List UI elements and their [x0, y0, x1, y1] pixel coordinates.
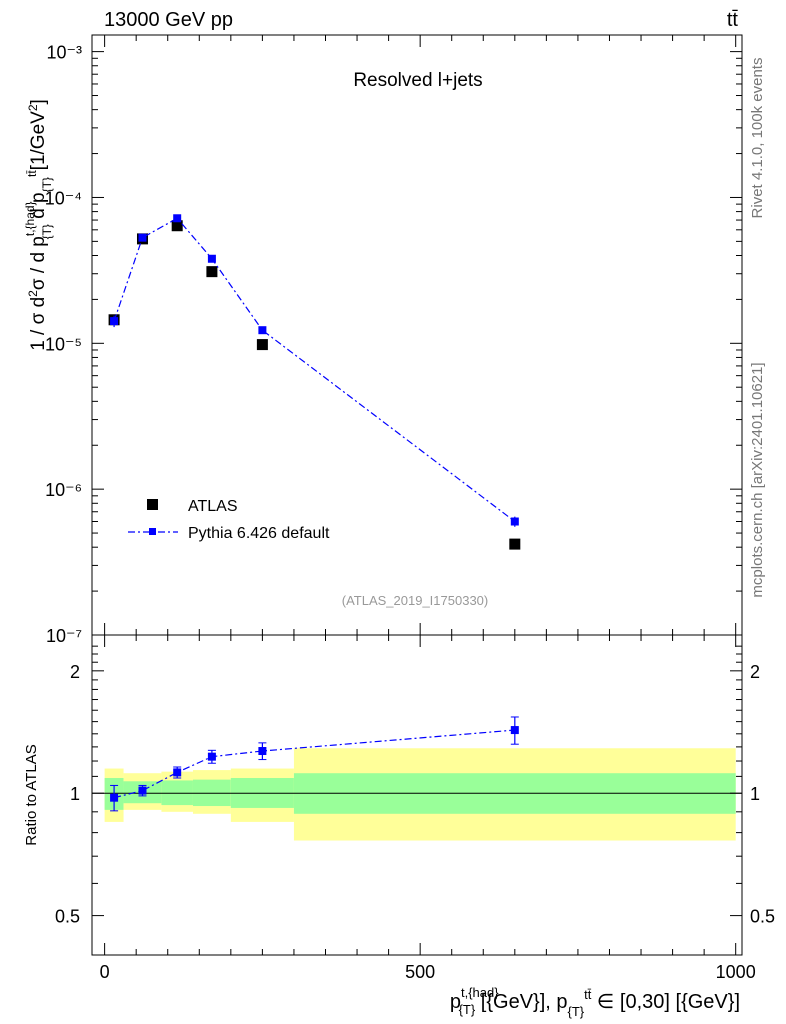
legend-atlas-label: ATLAS — [188, 498, 238, 515]
ratio-frame — [91, 634, 743, 956]
main-frame — [91, 34, 743, 636]
atlas-data-point — [206, 266, 218, 278]
ratio-y-axis-label: Ratio to ATLAS — [23, 744, 40, 845]
ratio-data-point — [258, 747, 267, 756]
header-process: tt̄ — [727, 9, 739, 31]
main-y-axis-label: 1 / σ d2σ / d pt,{had} {T} d p{T}tt̄[1/Ge… — [23, 99, 54, 351]
pythia-data-point — [510, 517, 519, 526]
ratio-y-tick-label: 1 — [70, 784, 80, 804]
mcplots-reference: mcplots.cern.ch [arXiv:2401.10621] — [749, 362, 766, 597]
pythia-data-point — [207, 254, 216, 263]
main-data-layer — [108, 214, 521, 550]
ratio-data-layer — [110, 716, 519, 812]
ratio-y-tick-label: 2 — [750, 662, 760, 682]
y-tick-label: 10⁻³ — [46, 43, 82, 63]
ratio-bands — [92, 748, 742, 841]
pythia-data-point — [258, 326, 267, 335]
ratio-y-tick-label: 1 — [750, 784, 760, 804]
atlas-data-point — [509, 538, 521, 550]
atlas-data-point — [256, 339, 268, 351]
legend-atlas-marker — [147, 499, 158, 510]
main-axis-ticks: 10⁻⁷ 10⁻⁶ 10⁻⁵ 10⁻⁴ 10⁻³ — [45, 35, 742, 646]
ratio-data-point — [510, 726, 519, 735]
atlas-data-point — [171, 220, 183, 232]
y-tick-label: 10⁻⁴ — [45, 188, 82, 208]
x-tick-label: 500 — [405, 962, 435, 982]
ratio-data-point — [207, 752, 216, 761]
ratio-data-point — [173, 768, 182, 777]
pythia-data-point — [173, 214, 182, 223]
x-tick-label: 1000 — [716, 962, 756, 982]
pythia-data-point — [110, 317, 119, 326]
x-axis-label: pt,{had} {T} [{GeV}], p{T}tt̄ ∈ [0,30] [{… — [450, 985, 740, 1019]
ratio-y-tick-label: 0.5 — [750, 907, 775, 927]
ratio-axis-ticks: 0 500 1000 0.5 0.5 1 1 2 2 — [55, 635, 775, 982]
ratio-y-tick-label: 0.5 — [55, 907, 80, 927]
pythia-series-line — [113, 217, 516, 522]
y-tick-label: 10⁻⁵ — [45, 334, 82, 354]
rivet-version: Rivet 4.1.0, 100k events — [749, 58, 766, 219]
pythia-data-point — [138, 233, 147, 242]
analysis-watermark: (ATLAS_2019_I1750330) — [342, 593, 488, 608]
y-tick-label: 10⁻⁶ — [45, 480, 82, 500]
y-tick-label: 10⁻⁷ — [46, 626, 82, 646]
header-energy: 13000 GeV pp — [104, 9, 233, 31]
ratio-data-point — [138, 786, 147, 795]
legend-pythia-marker — [149, 528, 156, 535]
ratio-data-point — [110, 793, 119, 802]
ratio-y-tick-label: 2 — [70, 662, 80, 682]
legend-pythia-label: Pythia 6.426 default — [188, 525, 330, 542]
x-tick-label: 0 — [100, 962, 110, 982]
ratio-series-line — [113, 729, 515, 799]
plot-title: Resolved l+jets — [353, 70, 482, 91]
